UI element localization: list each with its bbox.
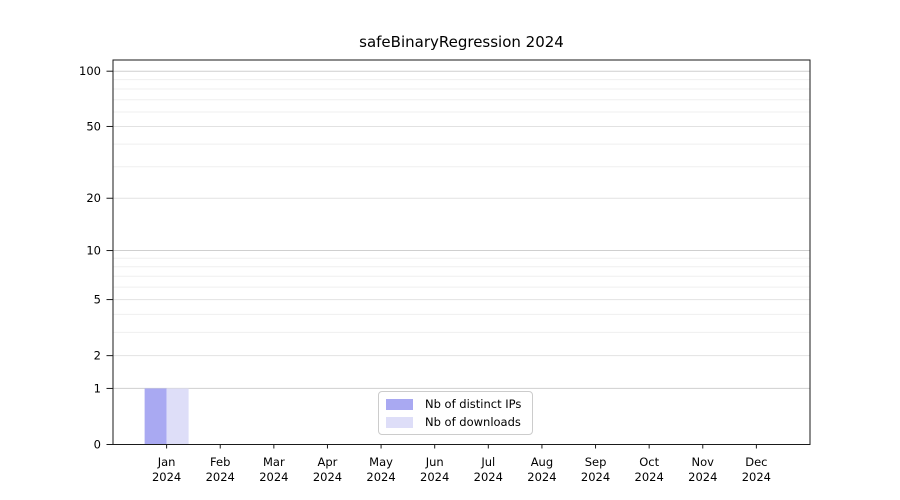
y-tick-label-100: 100	[79, 64, 101, 78]
x-tick-label-year-jan: 2024	[152, 470, 181, 484]
x-tick-label-year-jul: 2024	[474, 470, 503, 484]
legend-item-downloads: Nb of downloads	[386, 415, 521, 429]
x-tick-label-month-may: May	[369, 455, 393, 469]
x-tick-label-month-aug: Aug	[531, 455, 553, 469]
y-tick-label-5: 5	[94, 293, 101, 307]
chart-title: safeBinaryRegression 2024	[359, 33, 564, 51]
x-tick-label-month-sep: Sep	[585, 455, 607, 469]
y-tick-label-50: 50	[86, 119, 101, 133]
y-tick-label-10: 10	[86, 244, 101, 258]
x-tick-label-year-feb: 2024	[206, 470, 235, 484]
x-tick-label-year-oct: 2024	[635, 470, 664, 484]
x-tick-label-month-oct: Oct	[639, 455, 659, 469]
x-tick-label-month-jul: Jul	[480, 455, 495, 469]
legend: Nb of distinct IPs Nb of downloads	[378, 391, 534, 435]
x-tick-label-year-sep: 2024	[581, 470, 610, 484]
y-tick-label-1: 1	[94, 381, 101, 395]
x-tick-label-month-feb: Feb	[210, 455, 230, 469]
x-tick-label-month-mar: Mar	[263, 455, 285, 469]
x-tick-label-year-apr: 2024	[313, 470, 342, 484]
legend-downloads-label: Nb of downloads	[425, 415, 521, 429]
legend-downloads-swatch	[386, 416, 413, 428]
x-tick-label-month-dec: Dec	[745, 455, 767, 469]
legend-item-distinct-ips: Nb of distinct IPs	[386, 397, 521, 411]
x-tick-label-year-aug: 2024	[527, 470, 556, 484]
bar-downloads-jan	[166, 388, 189, 445]
x-tick-label-month-jun: Jun	[425, 455, 444, 469]
y-tick-label-0: 0	[94, 438, 101, 452]
x-tick-label-year-jun: 2024	[420, 470, 449, 484]
x-tick-label-year-may: 2024	[366, 470, 395, 484]
x-tick-label-month-apr: Apr	[318, 455, 338, 469]
x-tick-label-month-nov: Nov	[692, 455, 715, 469]
y-tick-label-20: 20	[86, 191, 101, 205]
y-tick-label-2: 2	[94, 349, 101, 363]
x-tick-label-month-jan: Jan	[157, 455, 176, 469]
legend-distinct-ips-label: Nb of distinct IPs	[425, 397, 522, 411]
x-tick-label-year-mar: 2024	[259, 470, 288, 484]
x-tick-label-year-nov: 2024	[688, 470, 717, 484]
x-tick-label-year-dec: 2024	[742, 470, 771, 484]
legend-distinct-ips-swatch	[386, 398, 413, 410]
plot-border	[112, 59, 811, 445]
bar-distinct-ips-jan	[144, 388, 167, 445]
